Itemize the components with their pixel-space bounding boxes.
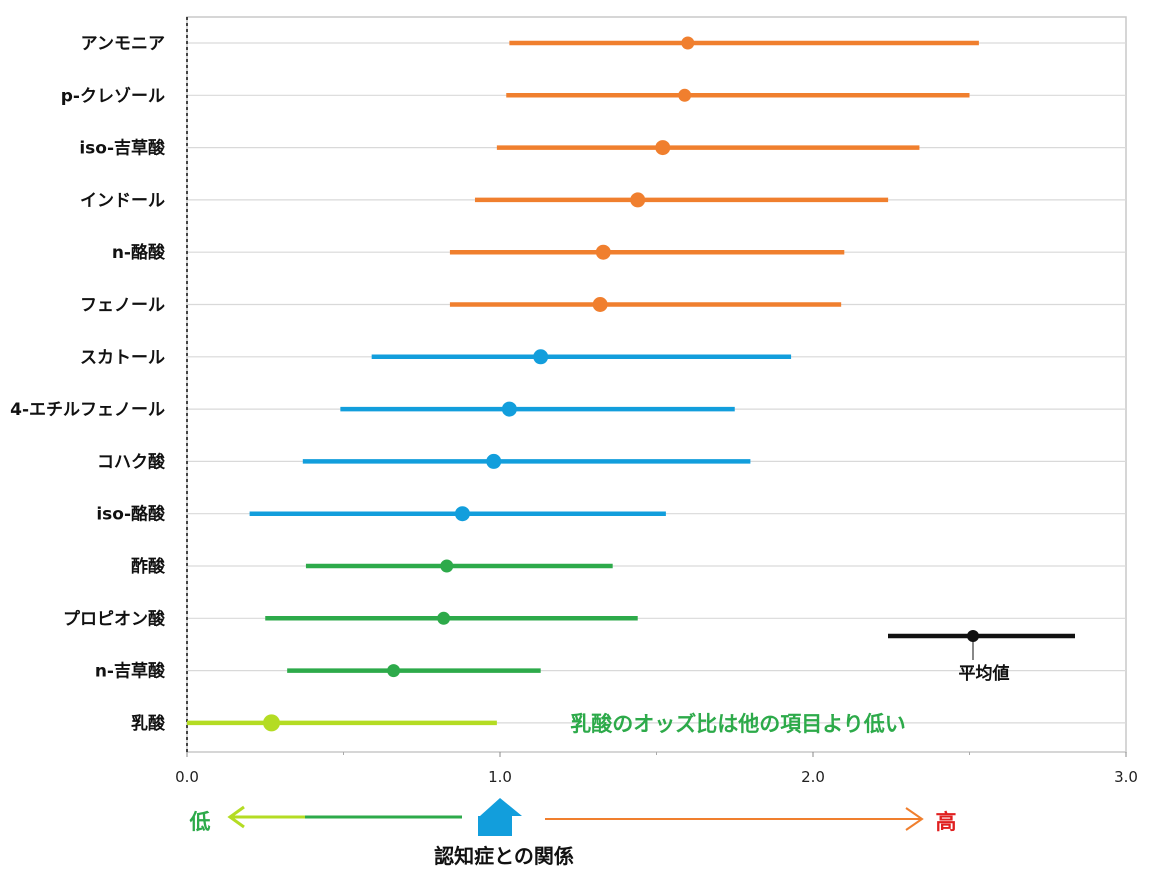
estimate-dot [437, 611, 451, 625]
estimate-dot [678, 88, 692, 102]
estimate-dot [630, 192, 646, 208]
forest-row: フェノール [80, 296, 842, 316]
estimate-dot [486, 453, 502, 469]
forest-row: n-吉草酸 [95, 661, 541, 682]
center-up-arrow [478, 798, 522, 836]
forest-row: インドール [80, 191, 889, 211]
row-label: iso-酪酸 [96, 504, 166, 525]
forest-row: 酢酸 [131, 556, 613, 577]
low-arrow-head [227, 805, 245, 829]
row-label: プロピオン酸 [63, 608, 166, 629]
low-label: 低 [189, 810, 211, 834]
plot-frame [186, 16, 1127, 753]
row-label: iso-吉草酸 [79, 138, 166, 159]
forest-row: 4-エチルフェノール [10, 400, 735, 420]
row-label: アンモニア [81, 34, 165, 54]
forest-row: プロピオン酸 [63, 608, 638, 629]
x-axis: 0.0 1.0 2.0 3.0 [175, 752, 1138, 786]
high-label: 高 [936, 810, 957, 834]
row-label: フェノール [80, 296, 165, 316]
relation-arrow: 低 高 認知症との関係 [189, 798, 957, 868]
relation-caption: 認知症との関係 [434, 844, 574, 868]
estimate-dot [454, 506, 470, 522]
forest-row: iso-吉草酸 [79, 138, 920, 159]
forest-row: n-酪酸 [112, 242, 845, 263]
estimate-dot [501, 401, 517, 417]
forest-row: アンモニア [81, 34, 979, 54]
row-label: 酢酸 [131, 556, 166, 577]
forest-row: 乳酸 [131, 713, 497, 734]
forest-row: コハク酸 [97, 451, 751, 472]
estimate-dot [681, 36, 695, 50]
forest-row: p-クレゾール [61, 86, 970, 106]
forest-row: iso-酪酸 [96, 504, 666, 525]
x-tick-label: 2.0 [801, 768, 825, 786]
x-tick-label: 1.0 [488, 768, 512, 786]
lactic-acid-annotation: 乳酸のオッズ比は他の項目より低い [570, 712, 906, 736]
x-tick-label: 0.0 [175, 768, 199, 786]
row-label: スカトール [80, 348, 165, 368]
row-label: インドール [80, 191, 165, 211]
estimate-dot [263, 714, 281, 732]
row-label: 乳酸 [131, 713, 166, 734]
legend: 平均値 [888, 630, 1075, 684]
row-label: コハク酸 [97, 451, 166, 472]
row-label: n-吉草酸 [95, 661, 166, 682]
row-label: n-酪酸 [112, 242, 166, 263]
forest-row: スカトール [80, 348, 792, 368]
row-label: 4-エチルフェノール [10, 400, 165, 420]
row-label: p-クレゾール [61, 86, 165, 106]
legend-dot [967, 630, 979, 642]
estimate-dot [387, 664, 401, 678]
estimate-dot [440, 559, 454, 573]
estimate-dot [533, 349, 549, 365]
estimate-dot [595, 244, 611, 260]
high-arrow-head [905, 807, 924, 831]
x-tick-label: 3.0 [1114, 768, 1138, 786]
legend-label: 平均値 [959, 663, 1010, 684]
estimate-dot [592, 297, 608, 312]
estimate-dot [655, 140, 671, 156]
